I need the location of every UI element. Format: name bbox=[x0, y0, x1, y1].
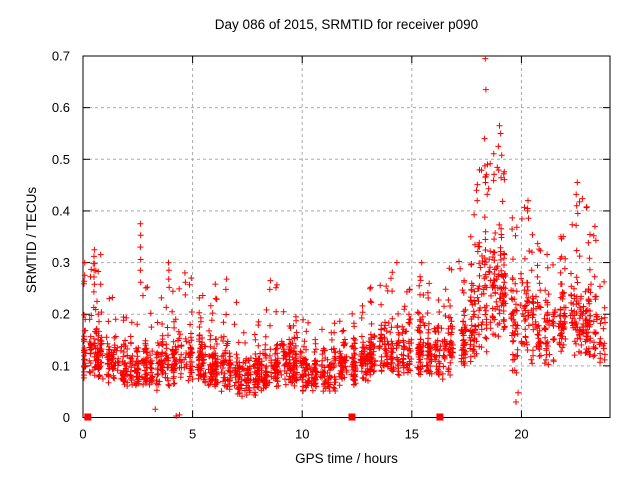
y-tick-label: 0 bbox=[63, 410, 70, 425]
zero-line-markers bbox=[84, 413, 444, 421]
y-tick-label: 0.5 bbox=[52, 152, 70, 167]
x-tick-label: 10 bbox=[295, 427, 309, 442]
data-points bbox=[81, 55, 608, 419]
zero-square-marker bbox=[84, 413, 92, 421]
x-tick-label: 20 bbox=[514, 427, 528, 442]
zero-square-marker bbox=[436, 413, 444, 421]
y-tick-label: 0.2 bbox=[52, 307, 70, 322]
zero-square-marker bbox=[348, 413, 356, 421]
y-tick-label: 0.3 bbox=[52, 255, 70, 270]
x-tick-label: 15 bbox=[405, 427, 419, 442]
y-tick-label: 0.6 bbox=[52, 100, 70, 115]
y-tick-label: 0.4 bbox=[52, 203, 70, 218]
x-axis-label: GPS time / hours bbox=[295, 451, 398, 466]
x-tick-label: 0 bbox=[79, 427, 86, 442]
y-tick-label: 0.1 bbox=[52, 358, 70, 373]
plot-border bbox=[82, 55, 611, 418]
tick-labels: 0 0.1 0.2 0.3 0.4 0.5 0.6 0.7 0 5 10 15 20 bbox=[52, 49, 529, 442]
y-tick-label: 0.7 bbox=[52, 49, 70, 64]
chart-title: Day 086 of 2015, SRMTID for receiver p09… bbox=[214, 17, 479, 32]
x-tick-label: 5 bbox=[189, 427, 196, 442]
